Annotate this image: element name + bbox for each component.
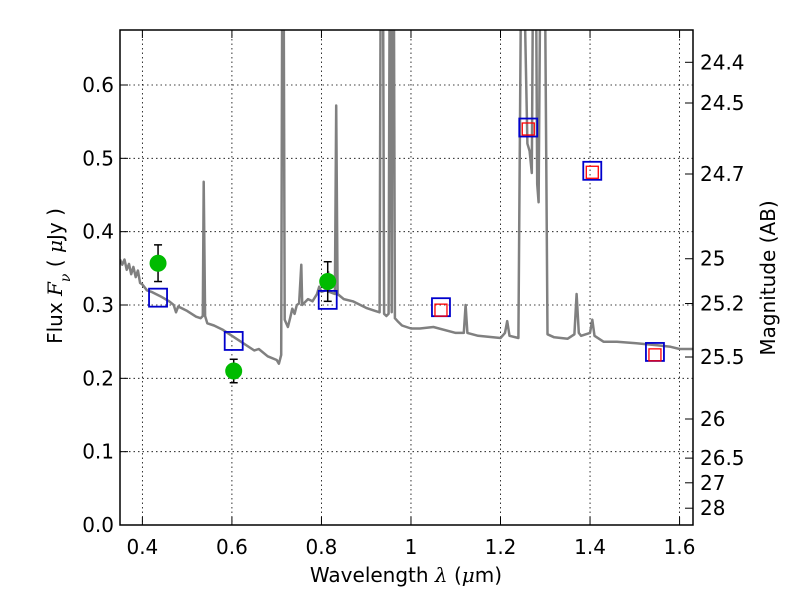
y-tick-label: 0.5	[82, 146, 114, 170]
y-axis-title-mu: μ	[43, 240, 67, 253]
plot-frame	[119, 29, 694, 526]
photometry-square	[518, 117, 539, 138]
x-tick-label: 0.8	[306, 535, 338, 559]
y-tick-label: 0.1	[82, 440, 114, 464]
y-axis-title-f: F	[43, 281, 67, 297]
x-axis-title: Wavelength λ (μm)	[310, 563, 502, 587]
photometry-square	[582, 160, 603, 181]
x-axis-title-text: Wavelength	[310, 563, 435, 587]
y-tick-label: 0.0	[82, 513, 114, 537]
series-open-square	[148, 117, 665, 362]
mag-tick-label: 26.5	[700, 446, 745, 470]
mag-tick-label: 28	[700, 496, 725, 520]
y-axis-title-paren: (	[43, 253, 67, 274]
mag-tick-label: 25.5	[700, 345, 745, 369]
photometry-square	[585, 165, 599, 179]
observed-point	[149, 254, 167, 272]
x-tick-label: 0.6	[216, 535, 248, 559]
mag-tick-label: 24.7	[700, 162, 745, 186]
mag-tick-label: 24.4	[700, 50, 745, 74]
x-axis-title-lambda: λ	[434, 563, 448, 587]
x-tick-label: 1.4	[574, 535, 606, 559]
x-tick-label: 1	[405, 535, 418, 559]
axis-ticks: 0.4 0.6 0.8 1 1.2 1.4 1.6 0.0 0.1 0.2 0.3 0.4 0.5 0.6…	[82, 30, 745, 559]
series-open-square	[434, 122, 662, 362]
observed-point	[319, 273, 337, 291]
y-tick-label: 0.6	[82, 73, 114, 97]
observed-point	[225, 362, 243, 380]
series-filled-circle-errorbar	[149, 244, 337, 384]
x-tick-label: 0.4	[126, 535, 158, 559]
y-tick-label: 0.4	[82, 220, 114, 244]
mag-tick-label: 25	[700, 247, 725, 271]
y-axis-title-nu: ν	[58, 273, 74, 282]
spectrum-line	[120, 30, 693, 365]
photometry-square	[148, 287, 168, 308]
photometry-square	[434, 303, 448, 317]
photometry-square	[648, 348, 662, 362]
series-line	[120, 30, 693, 365]
y-axis-title-unit: Jy )	[43, 208, 67, 242]
photometry-square	[521, 122, 535, 136]
mag-tick-label: 27	[700, 471, 725, 495]
mag-tick-label: 26	[700, 407, 725, 431]
y-axis-title-text: Flux	[43, 296, 67, 344]
y-tick-label: 0.3	[82, 293, 114, 317]
grid-lines	[120, 30, 693, 525]
x-axis-title-paren: (	[448, 563, 462, 587]
x-axis-title-mu: μ	[462, 563, 475, 587]
mag-tick-label: 25.2	[700, 292, 745, 316]
mag-tick-label: 24.5	[700, 91, 745, 115]
x-tick-label: 1.2	[485, 535, 517, 559]
y2-axis-title: Magnitude (AB)	[756, 200, 780, 355]
y-tick-label: 0.2	[82, 366, 114, 390]
photometry-square	[223, 331, 244, 351]
x-axis-title-unit: m)	[475, 563, 502, 587]
plot-area	[120, 30, 693, 384]
y-axis-title: Flux Fν ( μJy )	[43, 208, 74, 344]
x-tick-label: 1.6	[664, 535, 696, 559]
